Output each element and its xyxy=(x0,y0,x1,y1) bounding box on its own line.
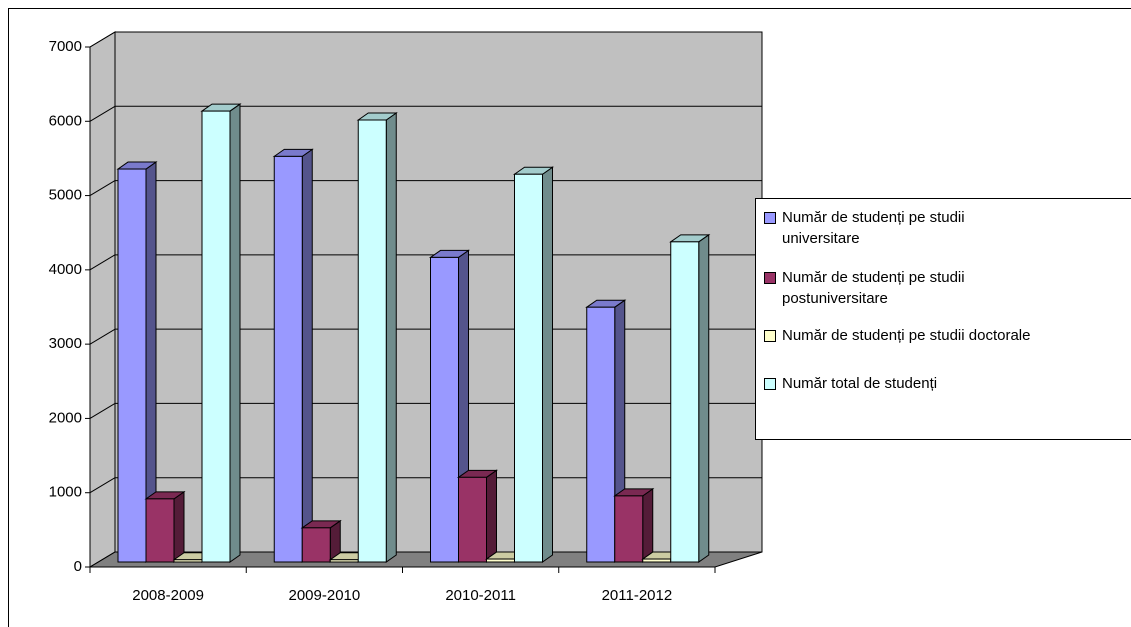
bar xyxy=(642,558,672,563)
bar xyxy=(173,559,203,563)
bar-side xyxy=(642,487,654,563)
bar xyxy=(430,256,459,563)
bar xyxy=(486,558,515,563)
legend-item: Număr de studenți pe studii universitare xyxy=(764,207,1032,249)
grid-line xyxy=(89,31,116,48)
bar-side xyxy=(301,148,313,563)
legend-swatch xyxy=(764,330,776,342)
x-tick-label: 2011-2012 xyxy=(602,587,673,604)
legend-item: Număr de studenți pe studii postuniversi… xyxy=(764,267,1032,309)
x-tick-label: 2010-2011 xyxy=(445,587,516,604)
legend-label: Număr de studenți pe studii doctorale xyxy=(782,327,1031,344)
legend-label: Număr de studenți pe studii postuniversi… xyxy=(782,269,965,307)
bar xyxy=(670,241,700,563)
x-tick-label: 2008-2009 xyxy=(132,587,204,604)
bar-side xyxy=(229,103,241,563)
bar xyxy=(357,119,387,563)
bar-side xyxy=(542,166,553,563)
legend-swatch xyxy=(764,212,776,224)
y-tick-label: 0 xyxy=(74,558,82,575)
chart-border xyxy=(8,8,1131,627)
bar xyxy=(301,527,331,563)
bar-side xyxy=(698,233,710,563)
grid-line xyxy=(89,477,116,494)
bar xyxy=(329,559,359,563)
bar xyxy=(586,306,616,563)
y-tick-label: 2000 xyxy=(49,409,82,426)
bar xyxy=(458,476,487,563)
bar xyxy=(514,173,543,563)
y-tick-label: 5000 xyxy=(49,187,82,204)
bar xyxy=(273,155,303,563)
grid-line xyxy=(89,105,116,122)
grid-line xyxy=(89,180,116,197)
y-tick-label: 3000 xyxy=(49,335,82,352)
legend: Număr de studenți pe studii universitare… xyxy=(755,198,1131,440)
bar-side xyxy=(385,112,397,563)
legend-label: Număr de studenți pe studii universitare xyxy=(782,209,965,247)
bar-side xyxy=(486,469,497,563)
bar-side xyxy=(173,490,185,563)
bar xyxy=(117,168,147,563)
side-wall xyxy=(89,31,116,568)
grid-line xyxy=(89,402,116,419)
bar xyxy=(614,495,644,563)
y-tick-label: 1000 xyxy=(49,484,82,501)
y-tick-label: 4000 xyxy=(49,261,82,278)
bar xyxy=(201,110,231,563)
y-tick-label: 7000 xyxy=(49,38,82,55)
grid-line xyxy=(89,328,116,345)
legend-swatch xyxy=(764,378,776,390)
grid-line xyxy=(89,551,116,568)
y-tick-label: 6000 xyxy=(49,112,82,129)
legend-item: Număr de studenți pe studii doctorale xyxy=(764,325,1131,346)
legend-swatch xyxy=(764,272,776,284)
legend-item: Număr total de studenți xyxy=(764,373,1032,394)
bar xyxy=(145,498,175,563)
grid-line xyxy=(89,254,116,271)
x-tick-label: 2009-2010 xyxy=(289,587,361,604)
legend-label: Număr total de studenți xyxy=(782,375,938,392)
